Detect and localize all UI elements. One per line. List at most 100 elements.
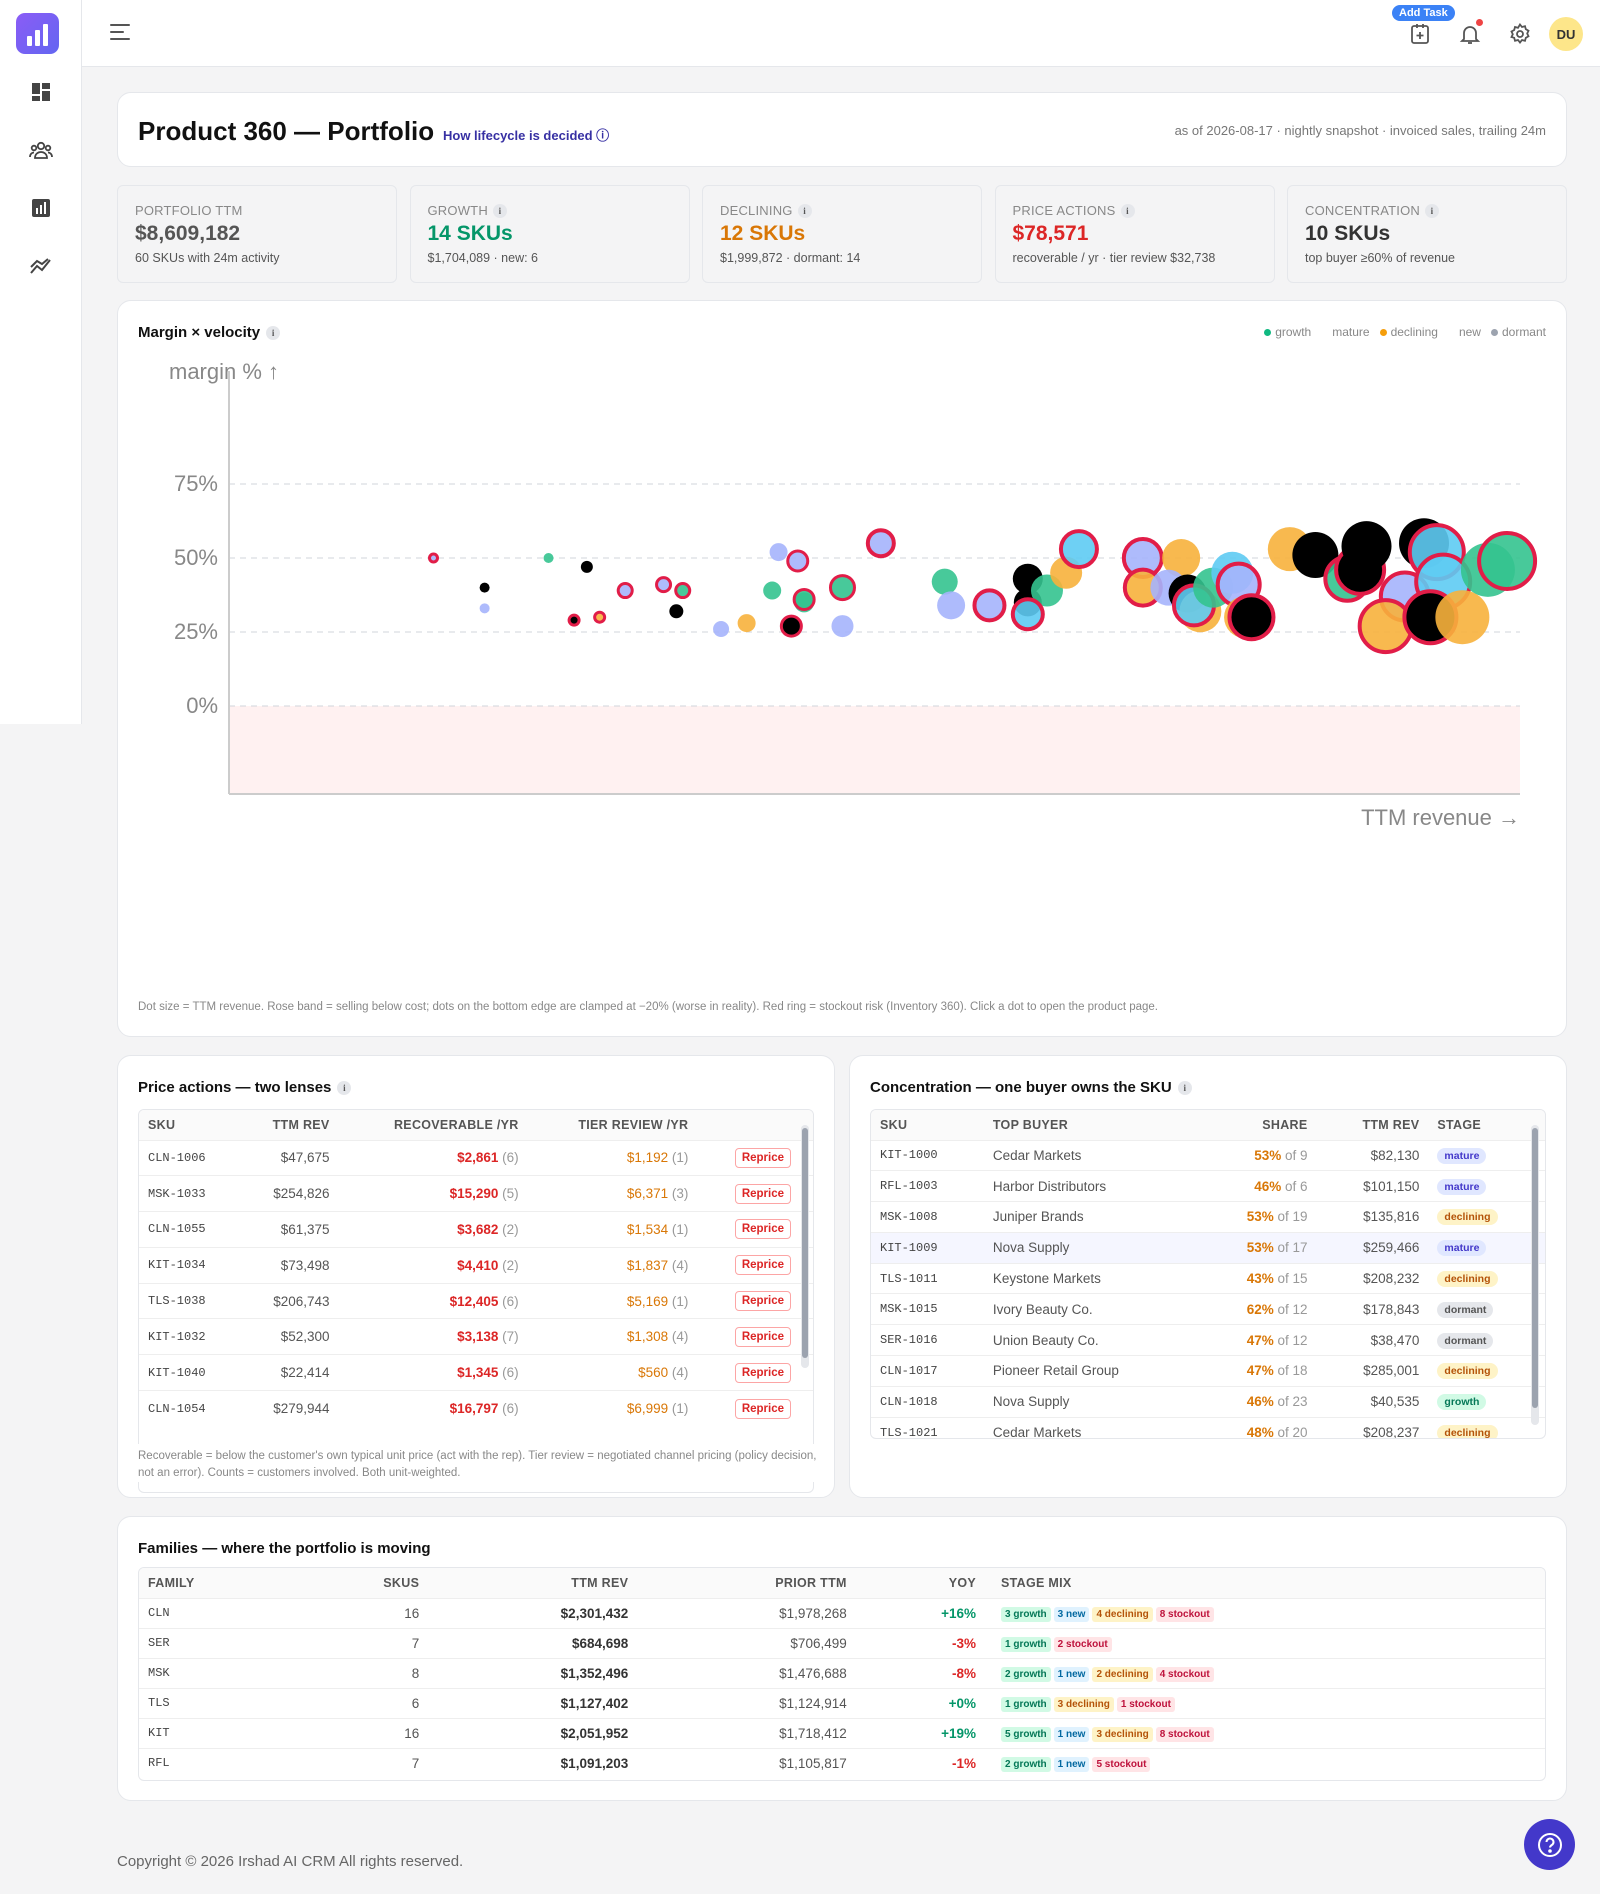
table-row[interactable]: MSK-1008 Juniper Brands 53% of 19 $135,816 d… [871, 1201, 1545, 1233]
info-icon[interactable]: i [1177, 1080, 1192, 1095]
scatter-point-mature[interactable] [972, 588, 1007, 623]
scatter-point-mature[interactable] [937, 591, 966, 620]
table-row[interactable]: KIT-1034 $73,498 $4,410 (2) $1,837 (4) Repri… [139, 1246, 813, 1284]
table-row[interactable]: CLN-1018 Nova Supply 46% of 23 $40,535 growt… [871, 1385, 1545, 1418]
scatter-point-mature[interactable] [479, 603, 490, 614]
concentration-table-wrap[interactable]: SKU TOP BUYER SHARE TTM REV STAGE KIT-1000 Ced… [870, 1109, 1546, 1439]
table-row[interactable]: MSK-1015 Ivory Beauty Co. 62% of 12 $178,84… [871, 1293, 1545, 1325]
table-row[interactable]: CLN-1017 Pioneer Retail Group 47% of 18 $28… [871, 1355, 1545, 1387]
scatter-point-mature[interactable] [786, 549, 810, 573]
contacts-icon[interactable] [28, 137, 54, 163]
scatter-point-mature[interactable] [655, 576, 673, 594]
table-row[interactable]: TLS-1011 Keystone Markets 43% of 15 $208,23… [871, 1262, 1545, 1294]
scatter-point-dormant[interactable] [779, 614, 803, 638]
sku-cell[interactable]: KIT-1034 [139, 1246, 240, 1284]
table-row[interactable]: RFL-1003 Harbor Distributors 46% of 6 $101,… [871, 1170, 1545, 1202]
info-icon[interactable]: i [266, 325, 281, 340]
scatter-point-declining[interactable] [593, 610, 607, 624]
gear-icon[interactable] [1506, 20, 1534, 48]
table-row[interactable]: KIT-1009 Nova Supply 53% of 17 $259,466 matu… [871, 1231, 1545, 1264]
bell-icon[interactable] [1456, 20, 1484, 48]
sku-cell[interactable]: CLN-1054 [139, 1390, 240, 1427]
sku-cell[interactable]: CLN-1018 [871, 1385, 984, 1418]
sku-cell[interactable]: KIT-1000 [871, 1139, 984, 1171]
add-task-icon[interactable] [1406, 20, 1434, 48]
reprice-button[interactable]: Reprice [734, 1326, 791, 1347]
sku-cell[interactable]: KIT-1009 [871, 1231, 984, 1264]
table-row[interactable]: KIT-1032 $52,300 $3,138 (7) $1,308 (4) Repri… [139, 1318, 813, 1355]
scatter-point-declining[interactable] [1162, 539, 1201, 577]
scatter-point-dormant[interactable] [567, 613, 581, 627]
sku-cell[interactable]: MSK-1015 [871, 1293, 984, 1325]
info-icon[interactable]: i [337, 1080, 352, 1095]
scatter-point-mature[interactable] [865, 528, 896, 559]
legend-item[interactable]: growth [1264, 325, 1311, 339]
user-avatar[interactable]: DU [1549, 17, 1583, 51]
scatter-point-mature[interactable] [616, 582, 634, 600]
reports-icon[interactable] [28, 195, 54, 221]
reprice-button[interactable]: Reprice [734, 1255, 791, 1276]
reprice-button[interactable]: Reprice [734, 1183, 791, 1204]
scatter-chart[interactable]: 75% 50% 25% 0% margin % ↑ TTM revenue → [118, 341, 1568, 1021]
sku-cell[interactable]: TLS-1011 [871, 1262, 984, 1294]
scatter-point-growth[interactable] [674, 582, 692, 600]
add-task-badge[interactable]: Add Task [1392, 5, 1455, 21]
analytics-icon[interactable] [28, 253, 54, 279]
legend-item[interactable]: dormant [1490, 325, 1546, 339]
table-row[interactable]: MSK-1033 $254,826 $15,290 (5) $6,371 (3) Rep… [139, 1175, 813, 1212]
table-row[interactable]: CLN-1055 $61,375 $3,682 (2) $1,534 (1) Repri… [139, 1211, 813, 1248]
sku-cell[interactable]: SER-1016 [871, 1324, 984, 1356]
scatter-point-dormant[interactable] [1341, 521, 1392, 572]
sku-cell[interactable]: CLN-1006 [139, 1139, 240, 1176]
sku-cell[interactable]: KIT-1032 [139, 1318, 240, 1355]
sku-cell[interactable]: MSK-1008 [871, 1201, 984, 1233]
sku-cell[interactable]: CLN-1055 [139, 1211, 240, 1248]
scatter-point-mature[interactable] [769, 543, 788, 562]
help-button[interactable] [1524, 1819, 1575, 1870]
scatter-point-growth[interactable] [763, 581, 782, 600]
info-icon[interactable]: i [1120, 203, 1135, 218]
legend-item[interactable]: declining [1379, 325, 1438, 339]
scatter-point-dormant[interactable] [669, 604, 684, 619]
menu-toggle-icon[interactable] [110, 24, 132, 42]
sku-cell[interactable]: TLS-1021 [871, 1416, 984, 1438]
sku-cell[interactable]: MSK-1033 [139, 1175, 240, 1212]
lifecycle-help-link[interactable]: How lifecycle is decided ⓘ [443, 128, 610, 143]
scatter-point-growth[interactable] [543, 553, 554, 563]
info-icon[interactable]: i [492, 203, 507, 218]
dashboard-icon[interactable] [28, 79, 54, 105]
sku-cell[interactable]: TLS-1038 [139, 1282, 240, 1319]
price-actions-table-wrap[interactable]: SKU TTM REV RECOVERABLE /YR TIER REVIEW /YR… [138, 1109, 814, 1493]
table-row[interactable]: SER-1016 Union Beauty Co. 47% of 12 $38,470… [871, 1324, 1545, 1356]
table-row[interactable]: TLS-1021 Cedar Markets 48% of 20 $208,237 de… [871, 1416, 1545, 1438]
app-logo[interactable] [16, 13, 59, 54]
scatter-point-dormant[interactable] [479, 582, 490, 593]
table-row[interactable]: CLN-1054 $279,944 $16,797 (6) $6,999 (1) Rep… [139, 1390, 813, 1427]
reprice-button[interactable]: Reprice [734, 1147, 791, 1168]
scatter-point-mature[interactable] [831, 615, 854, 638]
scatter-point-dormant[interactable] [1227, 593, 1276, 642]
reprice-button[interactable]: Reprice [734, 1291, 791, 1312]
scatter-point-new[interactable] [1010, 597, 1045, 632]
table-row[interactable]: KIT-1040 $22,414 $1,345 (6) $560 (4) Reprice [139, 1354, 813, 1391]
table-row[interactable]: TLS-1038 $206,743 $12,405 (6) $5,169 (1) Rep… [139, 1282, 813, 1319]
reprice-button[interactable]: Reprice [734, 1219, 791, 1240]
scatter-point-growth[interactable] [1477, 530, 1538, 591]
scatter-point-declining[interactable] [1435, 590, 1490, 645]
reprice-button[interactable]: Reprice [734, 1398, 791, 1419]
scrollbar[interactable] [1531, 1125, 1539, 1425]
scatter-point-new[interactable] [1058, 529, 1099, 570]
info-icon[interactable]: i [797, 203, 812, 218]
legend-item[interactable]: new [1448, 325, 1481, 339]
table-row[interactable]: CLN-1006 $47,675 $2,861 (6) $1,192 (1) Repri… [139, 1139, 813, 1176]
scatter-point-declining[interactable] [737, 614, 756, 633]
scatter-point-mature[interactable] [713, 621, 730, 638]
info-icon[interactable]: i [1425, 203, 1440, 218]
sku-cell[interactable]: CLN-1017 [871, 1355, 984, 1387]
scatter-point-growth[interactable] [828, 574, 856, 602]
reprice-button[interactable]: Reprice [734, 1362, 791, 1383]
sku-cell[interactable]: RFL-1003 [871, 1170, 984, 1202]
scatter-point-mature[interactable] [427, 552, 439, 564]
table-row[interactable]: KIT-1000 Cedar Markets 53% of 9 $82,130 matu… [871, 1139, 1545, 1171]
scatter-point-dormant[interactable] [580, 560, 593, 573]
